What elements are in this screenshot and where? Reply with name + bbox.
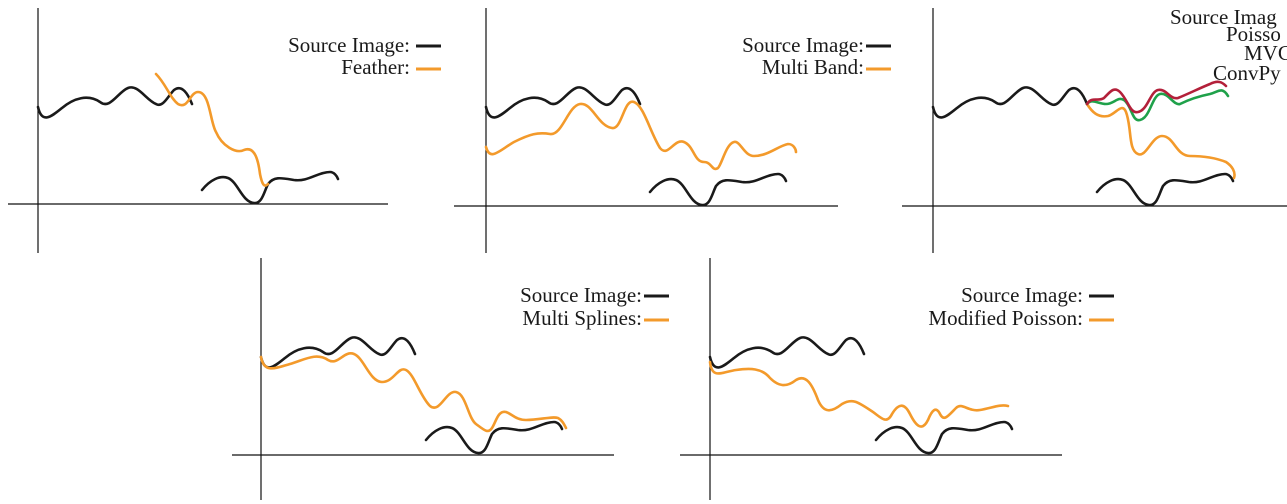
legend-label-source: Source Image: <box>288 33 410 57</box>
legend-label-source: Source Image: <box>742 33 864 57</box>
legend-feather: Source Image: Feather: <box>288 33 441 79</box>
legend-poisson-mvc-convpyr: Source Imag Poisso MVC ConvPy <box>1170 5 1287 85</box>
poisson-curve <box>1085 80 1228 114</box>
convpyr-curve <box>1085 102 1236 180</box>
legend-modified-poisson: Source Image: Modified Poisson: <box>928 283 1114 330</box>
legend-label-poisson: Poisso <box>1226 22 1281 46</box>
panel-multi-band: Source Image: Multi Band: <box>454 8 891 253</box>
legend-label-convpyr: ConvPy <box>1213 61 1281 85</box>
legend-label-modified-poisson: Modified Poisson: <box>928 306 1083 330</box>
panel-feather: Source Image: Feather: <box>8 8 441 253</box>
legend-label-feather: Feather: <box>341 55 410 79</box>
source-image-curve-left <box>36 86 194 119</box>
source-image-curve-left <box>708 336 866 369</box>
feather-curve <box>154 72 270 187</box>
legend-label-source: Source Image: <box>520 283 642 307</box>
source-image-curve-right <box>424 420 564 455</box>
multi-splines-curve <box>259 352 568 433</box>
mvc-curve <box>1085 89 1230 122</box>
source-image-curve-left <box>931 86 1089 119</box>
source-image-curve-right <box>200 170 340 205</box>
legend-multi-band: Source Image: Multi Band: <box>742 33 891 79</box>
panel-multi-splines: Source Image: Multi Splines: <box>232 258 669 500</box>
source-image-curve-right <box>648 172 788 207</box>
source-image-curve-right <box>1095 172 1235 207</box>
legend-label-source: Source Imag <box>1170 5 1277 29</box>
multi-band-curve <box>484 100 798 171</box>
legend-label-multi-band: Multi Band: <box>762 55 864 79</box>
panel-modified-poisson: Source Image: Modified Poisson: <box>680 258 1114 500</box>
legend-label-multi-splines: Multi Splines: <box>522 306 642 330</box>
source-image-curve-left <box>484 86 642 119</box>
legend-label-source: Source Image: <box>961 283 1083 307</box>
source-image-curve-right <box>874 420 1014 455</box>
legend-label-mvc: MVC <box>1244 41 1287 65</box>
source-image-curve-left <box>259 336 417 369</box>
legend-multi-splines: Source Image: Multi Splines: <box>520 283 669 330</box>
modified-poisson-curve <box>708 360 1010 428</box>
panel-poisson-mvc-convpyr: Source Imag Poisso MVC ConvPy <box>902 5 1287 253</box>
